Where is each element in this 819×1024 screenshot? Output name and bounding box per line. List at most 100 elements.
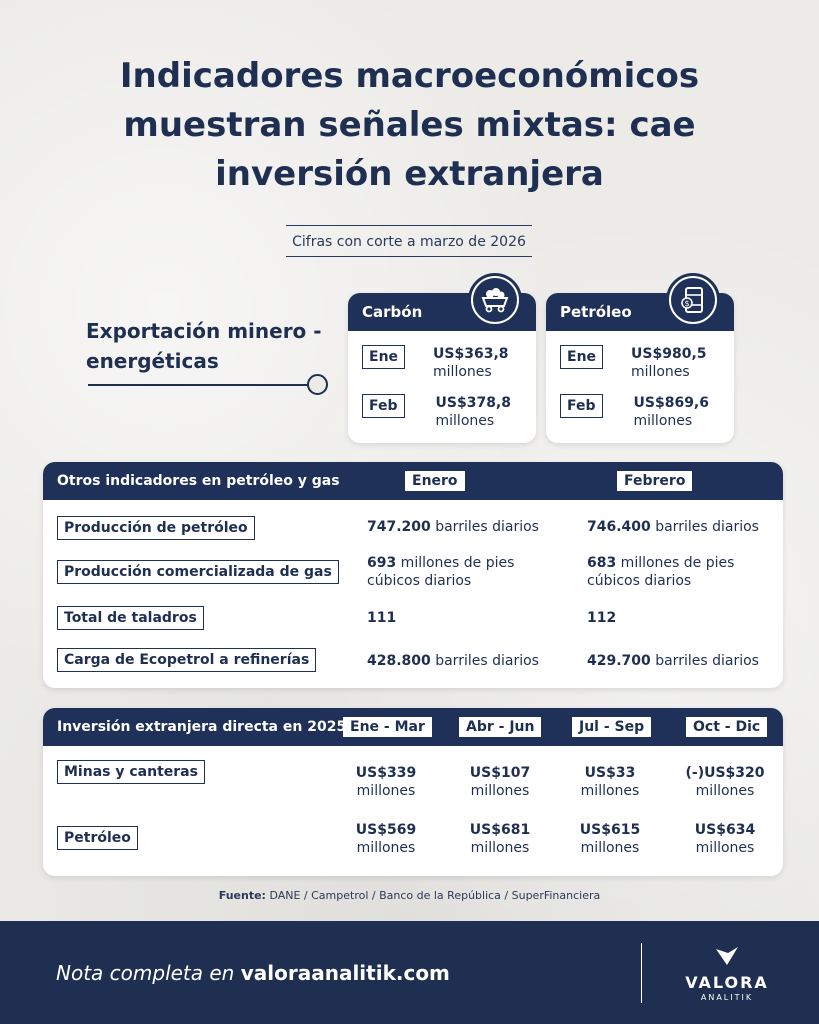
cell-text: millones bbox=[470, 783, 530, 799]
table-cell: US$615 millones bbox=[567, 821, 653, 857]
table-cell: 112 bbox=[587, 609, 616, 627]
export-unit: millones bbox=[631, 364, 690, 380]
cell-text: barriles diarios bbox=[430, 653, 539, 669]
table-cell: US$569 millones bbox=[343, 821, 429, 857]
cell-text: millones bbox=[356, 783, 416, 799]
cell-number: 747.200 bbox=[367, 519, 431, 535]
cell-number: US$33 bbox=[584, 765, 636, 781]
row-label: Total de taladros bbox=[57, 606, 204, 630]
fdi-table: Inversión extranjera directa en 2025 Ene… bbox=[43, 708, 783, 876]
export-connector-dot bbox=[307, 374, 328, 395]
cell-number: 683 bbox=[587, 555, 617, 571]
row-label: Minas y canteras bbox=[57, 760, 205, 784]
valora-logo-mark-icon bbox=[716, 947, 738, 965]
column-header-q2: Abr - Jun bbox=[459, 717, 542, 737]
column-header-enero: Enero bbox=[405, 471, 465, 491]
page-title: Indicadores macroeconómicos muestran señ… bbox=[119, 56, 700, 194]
coal-cart-icon bbox=[468, 273, 522, 327]
cell-text: millones de pies bbox=[396, 555, 515, 571]
export-value: US$363,8 bbox=[433, 346, 509, 362]
cell-number: US$339 bbox=[355, 765, 417, 781]
cell-number: US$569 bbox=[355, 822, 417, 838]
export-unit: millones bbox=[433, 364, 492, 380]
export-card-petroleo: Petróleo $ Ene US$980,5 millones Feb US$… bbox=[546, 273, 734, 443]
footer-lead: Nota completa en bbox=[56, 961, 241, 985]
source-note: Fuente: DANE / Campetrol / Banco de la R… bbox=[0, 889, 819, 902]
footer-note: Nota completa en valoraanalitik.com bbox=[56, 961, 450, 985]
source-label: Fuente: bbox=[218, 889, 266, 902]
row-label: Producción de petróleo bbox=[57, 516, 255, 540]
svg-text:$: $ bbox=[684, 299, 689, 308]
subtitle-box: Cifras con corte a marzo de 2026 bbox=[286, 225, 532, 257]
cell-number: US$107 bbox=[469, 765, 531, 781]
cell-number: 111 bbox=[367, 610, 397, 626]
column-header-q4: Oct - Dic bbox=[686, 717, 768, 737]
cell-number: 112 bbox=[587, 610, 617, 626]
oil-gas-table: Otros indicadores en petróleo y gas Ener… bbox=[43, 462, 783, 688]
cell-text: barriles diarios bbox=[650, 519, 759, 535]
export-unit: millones bbox=[435, 413, 495, 429]
export-row: Feb US$378,8 millones bbox=[362, 394, 511, 430]
table-cell: 747.200 barriles diarios bbox=[367, 518, 539, 536]
table-cell: US$634 millones bbox=[673, 821, 777, 857]
table-cell: 428.800 barriles diarios bbox=[367, 652, 539, 670]
table-cell: (-)US$320 millones bbox=[673, 764, 777, 800]
export-row: Ene US$980,5 millones bbox=[560, 345, 707, 381]
export-row: Feb US$869,6 millones bbox=[560, 394, 709, 430]
table-cell: 111 bbox=[367, 609, 396, 627]
cell-number: US$681 bbox=[469, 822, 531, 838]
export-value: US$378,8 bbox=[435, 395, 511, 411]
table-cell: 683 millones de pies cúbicos diarios bbox=[587, 554, 734, 590]
export-value: US$869,6 bbox=[633, 395, 709, 411]
row-label: Petróleo bbox=[57, 826, 138, 850]
table-cell: US$33 millones bbox=[567, 764, 653, 800]
row-label: Carga de Ecopetrol a refinerías bbox=[57, 648, 317, 672]
subtitle: Cifras con corte a marzo de 2026 bbox=[292, 234, 526, 250]
table-cell: 693 millones de pies cúbicos diarios bbox=[367, 554, 514, 590]
export-card-petroleo-title: Petróleo bbox=[560, 303, 632, 321]
export-unit: millones bbox=[633, 413, 693, 429]
cell-text: millones bbox=[580, 783, 640, 799]
month-tag: Feb bbox=[560, 394, 603, 418]
footer-divider bbox=[641, 943, 642, 1003]
cell-text: millones de pies bbox=[616, 555, 735, 571]
cell-text: millones bbox=[695, 783, 755, 799]
column-header-q3: Jul - Sep bbox=[572, 717, 652, 737]
table-cell: 746.400 barriles diarios bbox=[587, 518, 759, 536]
source-text: DANE / Campetrol / Banco de la República… bbox=[265, 889, 601, 902]
cell-text: barriles diarios bbox=[430, 519, 539, 535]
month-tag: Feb bbox=[362, 394, 405, 418]
logo-name: VALORA bbox=[685, 973, 769, 992]
export-row: Ene US$363,8 millones bbox=[362, 345, 509, 381]
oil-gas-table-title: Otros indicadores en petróleo y gas bbox=[57, 473, 340, 489]
cell-number: (-)US$320 bbox=[685, 765, 765, 781]
footer-bar: Nota completa en valoraanalitik.com VALO… bbox=[0, 921, 819, 1024]
export-card-carbon-title: Carbón bbox=[362, 303, 423, 321]
month-tag: Ene bbox=[560, 345, 604, 369]
cell-text: millones bbox=[580, 840, 640, 856]
cell-text: millones bbox=[695, 840, 755, 856]
footer-link[interactable]: valoraanalitik.com bbox=[240, 961, 450, 985]
cell-text: cúbicos diarios bbox=[587, 573, 692, 589]
oil-barrel-icon: $ bbox=[666, 273, 720, 327]
cell-number: US$615 bbox=[579, 822, 641, 838]
fdi-table-header: Inversión extranjera directa en 2025 Ene… bbox=[43, 708, 783, 746]
row-label: Producción comercializada de gas bbox=[57, 560, 339, 584]
cell-number: US$634 bbox=[694, 822, 756, 838]
column-header-febrero: Febrero bbox=[617, 471, 693, 491]
column-header-q1: Ene - Mar bbox=[343, 717, 432, 737]
table-cell: US$339 millones bbox=[343, 764, 429, 800]
export-label: Exportación minero - energéticas bbox=[86, 319, 322, 373]
table-cell: 429.700 barriles diarios bbox=[587, 652, 759, 670]
table-cell: US$681 millones bbox=[457, 821, 543, 857]
month-tag: Ene bbox=[362, 345, 406, 369]
oil-gas-table-header: Otros indicadores en petróleo y gas Ener… bbox=[43, 462, 783, 500]
cell-number: 746.400 bbox=[587, 519, 651, 535]
export-connector-line bbox=[88, 384, 310, 386]
cell-number: 693 bbox=[367, 555, 397, 571]
export-card-carbon: Carbón Ene US$363,8 millones Feb US$378,… bbox=[348, 273, 536, 443]
valora-logo: VALORA ANALITIK bbox=[682, 945, 772, 1002]
cell-number: 428.800 bbox=[367, 653, 431, 669]
cell-text: millones bbox=[356, 840, 416, 856]
cell-text: millones bbox=[470, 840, 530, 856]
